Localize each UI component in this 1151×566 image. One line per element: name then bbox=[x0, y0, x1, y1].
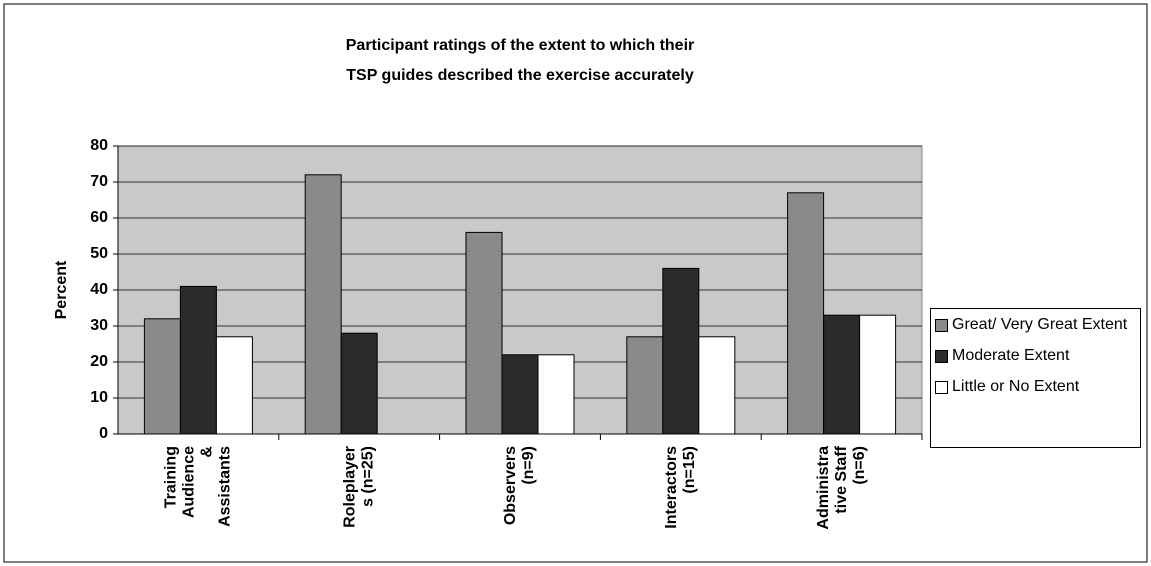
x-tick-label: & bbox=[199, 446, 216, 458]
x-tick-label: tive Staff bbox=[833, 445, 850, 513]
legend-label: Moderate Extent bbox=[952, 347, 1070, 364]
chart-title: Participant ratings of the extent to whi… bbox=[346, 37, 694, 54]
x-tick-label: Training bbox=[163, 446, 180, 508]
bar bbox=[304, 174, 342, 435]
bar bbox=[215, 336, 253, 435]
y-tick-label: 70 bbox=[90, 173, 108, 190]
x-tick-label: Administra bbox=[815, 446, 832, 530]
bar bbox=[501, 354, 539, 435]
legend-label: Little or No Extent bbox=[952, 378, 1080, 395]
bar bbox=[626, 336, 664, 435]
y-axis-label: Percent bbox=[53, 260, 70, 319]
bar bbox=[859, 314, 897, 435]
bar bbox=[787, 192, 825, 435]
legend-swatch bbox=[935, 319, 948, 332]
y-tick-label: 0 bbox=[99, 425, 108, 442]
legend-item: Little or No Extent bbox=[935, 377, 1136, 396]
legend-item: Moderate Extent bbox=[935, 346, 1136, 365]
x-tick-label: Assistants bbox=[217, 446, 234, 527]
y-tick-label: 20 bbox=[90, 353, 108, 370]
chart-title: TSP guides described the exercise accura… bbox=[346, 67, 694, 84]
x-tick-label: (n=6) bbox=[851, 446, 868, 485]
bar bbox=[537, 354, 575, 435]
x-tick-label: Observers bbox=[502, 446, 519, 525]
legend-swatch bbox=[935, 381, 948, 394]
y-tick-label: 80 bbox=[90, 137, 108, 154]
x-tick-label: (n=15) bbox=[681, 446, 698, 494]
legend-label: Great/ Very Great Extent bbox=[952, 316, 1128, 333]
frame bbox=[3, 3, 1148, 563]
bar bbox=[662, 267, 700, 435]
bar bbox=[179, 285, 217, 435]
y-tick-label: 50 bbox=[90, 245, 108, 262]
y-tick-label: 40 bbox=[90, 281, 108, 298]
bar bbox=[465, 231, 503, 435]
legend-item: Great/ Very Great Extent bbox=[935, 315, 1136, 334]
y-tick-label: 30 bbox=[90, 317, 108, 334]
x-tick-label: s (n=25) bbox=[359, 446, 376, 507]
bar bbox=[823, 314, 861, 435]
bar bbox=[698, 336, 736, 435]
legend-swatch bbox=[935, 350, 948, 363]
x-tick-label: Audience bbox=[181, 446, 198, 518]
x-tick-label: Roleplayer bbox=[341, 446, 358, 528]
y-tick-label: 10 bbox=[90, 389, 108, 406]
y-tick-label: 60 bbox=[90, 209, 108, 226]
bar bbox=[143, 318, 181, 435]
x-tick-label: (n=9) bbox=[520, 446, 537, 485]
bar bbox=[340, 332, 378, 435]
x-tick-label: Interactors bbox=[663, 446, 680, 529]
legend: Great/ Very Great Extent Moderate Extent L… bbox=[930, 308, 1141, 448]
